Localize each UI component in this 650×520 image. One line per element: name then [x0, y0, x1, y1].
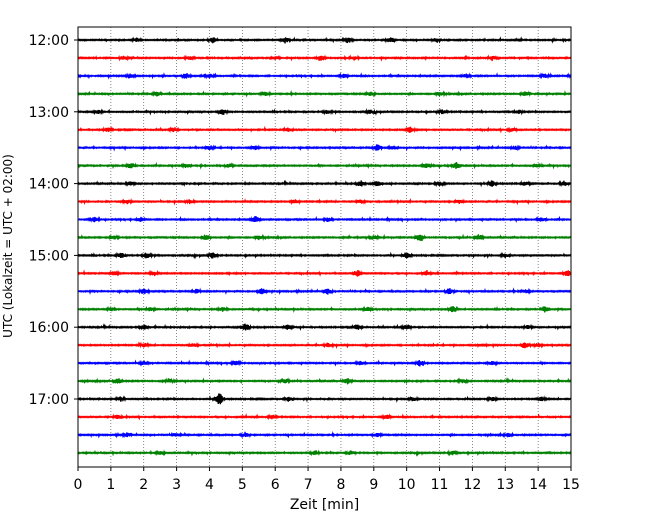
seismic-trace-1500 [77, 251, 572, 260]
x-tick-label: 6 [271, 477, 280, 493]
axis-layer: 0 1 2 3 4 5 6 7 8 9 10 11 12 13 14 1512:0013:0014:0015:… [29, 33, 580, 493]
x-tick-label: 15 [562, 477, 580, 493]
x-tick-label: 13 [496, 477, 514, 493]
plot-frame [77, 26, 572, 468]
x-tick-label: 0 [74, 477, 83, 493]
x-tick-label: 11 [431, 477, 449, 493]
x-tick-label: 7 [304, 477, 313, 493]
y-tick-label: 13:00 [29, 105, 69, 121]
seismic-trace-1530 [77, 287, 572, 296]
x-tick-label: 1 [106, 477, 115, 493]
x-axis-label: Zeit [min] [290, 497, 359, 513]
seismic-trace-1245 [77, 89, 572, 98]
seismic-trace-1445 [77, 233, 572, 242]
seismic-trace-1200 [77, 36, 572, 44]
seismic-trace-1230 [77, 72, 572, 80]
seismic-trace-1430 [77, 215, 572, 223]
x-tick-label: 5 [238, 477, 247, 493]
y-tick-label: 14:00 [29, 177, 69, 193]
seismic-trace-1745 [77, 449, 572, 457]
y-axis-label: UTC (Lokalzeit = UTC + 02:00) [1, 154, 15, 338]
y-tick-label: 16:00 [29, 320, 69, 336]
seismic-trace-1345 [77, 161, 572, 170]
x-tick-label: 4 [205, 477, 214, 493]
y-tick-label: 12:00 [29, 33, 69, 49]
seismic-trace-1715 [77, 413, 572, 421]
y-tick-label: 15:00 [29, 248, 69, 264]
x-tick-label: 14 [529, 477, 547, 493]
seismic-trace-1215 [77, 54, 572, 62]
x-tick-label: 8 [336, 477, 345, 493]
seismic-trace-1400 [77, 179, 572, 188]
seismic-trace-1600 [77, 323, 572, 331]
x-tick-label: 2 [139, 477, 148, 493]
seismic-trace-1300 [77, 108, 572, 116]
seismic-trace-1515 [77, 269, 572, 277]
seismic-trace-1700 [77, 393, 572, 405]
seismic-trace-1630 [77, 359, 572, 367]
trace-layer [77, 36, 572, 457]
y-tick-label: 17:00 [29, 392, 69, 408]
x-tick-label: 9 [369, 477, 378, 493]
seismic-trace-1315 [77, 125, 572, 134]
seismic-trace-1615 [77, 341, 572, 350]
seismic-trace-1545 [77, 305, 572, 313]
grid-layer [110, 27, 539, 467]
seismic-trace-1415 [77, 197, 572, 206]
seismic-trace-1330 [77, 144, 572, 152]
x-tick-label: 10 [398, 477, 416, 493]
x-tick-label: 3 [172, 477, 181, 493]
seismic-trace-1730 [77, 430, 572, 439]
x-tick-label: 12 [463, 477, 481, 493]
seismic-trace-1645 [77, 377, 572, 385]
